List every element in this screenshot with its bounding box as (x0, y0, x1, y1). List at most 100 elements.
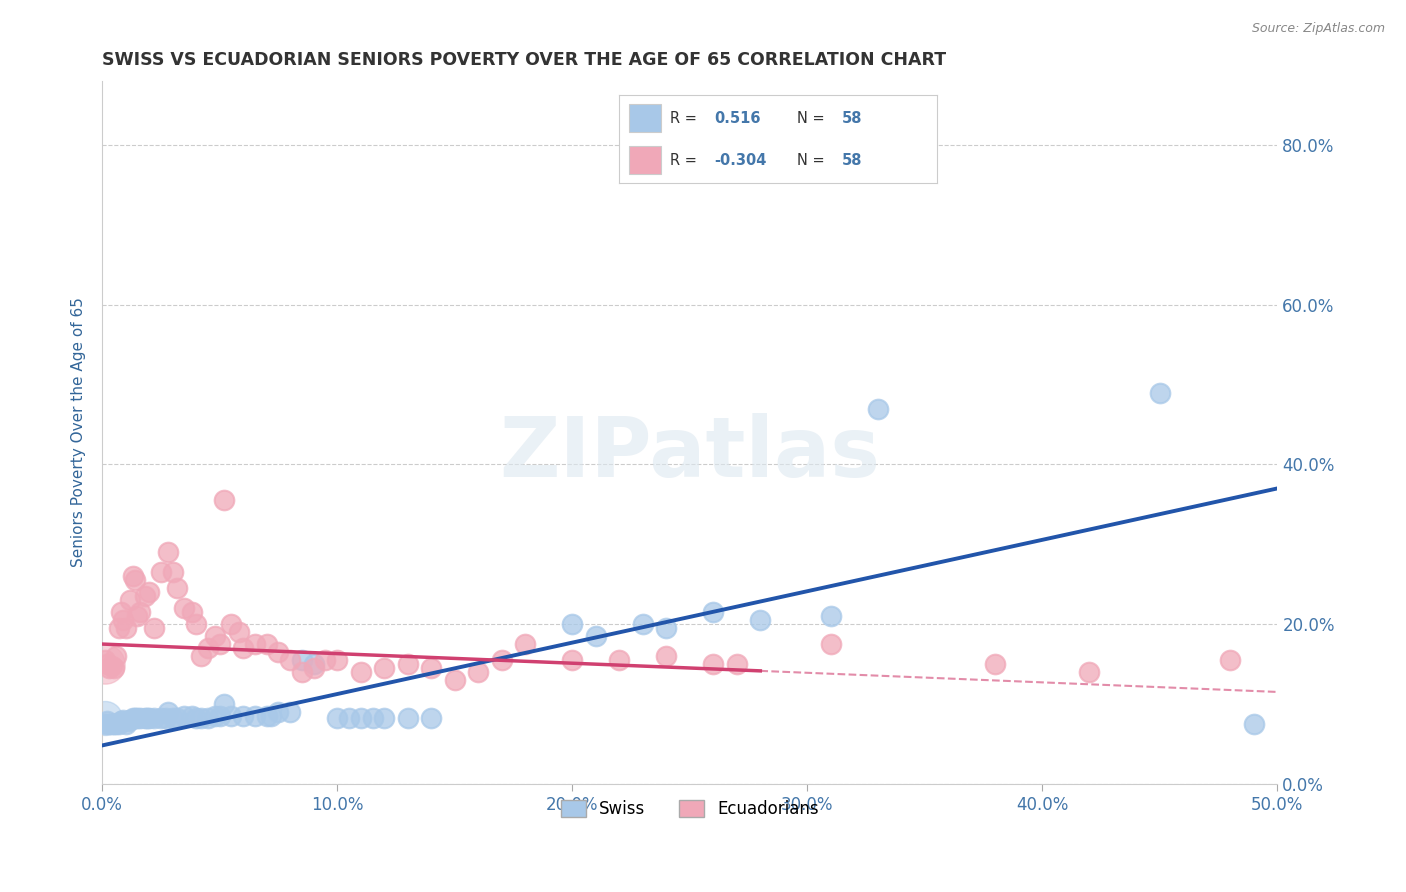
Point (1078, 665, 1101, 679)
Point (420, 711, 443, 725)
Point (208, 637, 231, 651)
Point (315, 653, 337, 667)
Point (121, 569, 143, 583)
Point (93, 717, 115, 731)
Point (221, 617, 243, 632)
Point (228, 625, 250, 640)
Point (443, 673, 465, 687)
Point (157, 705, 180, 719)
Text: ZIPatlas: ZIPatlas (499, 413, 880, 494)
Point (820, 637, 842, 651)
Point (337, 711, 360, 725)
Point (204, 709, 226, 723)
Point (1243, 717, 1265, 731)
Point (267, 705, 290, 719)
Point (866, 401, 889, 416)
Point (326, 653, 349, 667)
Point (105, 717, 128, 731)
Point (396, 711, 419, 725)
Point (138, 585, 160, 599)
Point (110, 714, 132, 729)
Point (162, 711, 184, 725)
Point (702, 657, 724, 671)
Point (267, 645, 290, 659)
Point (820, 609, 842, 624)
Point (162, 566, 184, 580)
Point (204, 629, 226, 643)
Point (655, 621, 678, 635)
Point (93, 653, 115, 667)
Point (561, 617, 583, 632)
Point (103, 717, 125, 731)
Point (149, 566, 172, 580)
Point (110, 605, 132, 619)
Point (155, 711, 177, 725)
Point (256, 637, 278, 651)
Point (607, 653, 630, 667)
Point (186, 617, 208, 632)
Point (124, 573, 146, 587)
Point (124, 711, 146, 725)
Point (190, 648, 212, 663)
Point (166, 711, 188, 725)
Point (221, 709, 243, 723)
Point (134, 711, 156, 725)
Point (350, 711, 373, 725)
Point (120, 593, 142, 607)
Point (114, 717, 136, 731)
Point (725, 657, 748, 671)
Point (107, 717, 129, 731)
Point (467, 665, 489, 679)
Point (749, 613, 772, 627)
Point (373, 711, 395, 725)
Y-axis label: Seniors Poverty Over the Age of 65: Seniors Poverty Over the Age of 65 (72, 298, 86, 567)
Point (134, 589, 156, 603)
Legend: Swiss, Ecuadorians: Swiss, Ecuadorians (554, 793, 825, 824)
Point (105, 648, 128, 663)
Text: SWISS VS ECUADORIAN SENIORS POVERTY OVER THE AGE OF 65 CORRELATION CHART: SWISS VS ECUADORIAN SENIORS POVERTY OVER… (103, 51, 946, 69)
Point (491, 653, 513, 667)
Point (149, 711, 172, 725)
Point (197, 711, 219, 725)
Point (138, 711, 160, 725)
Point (190, 711, 212, 725)
Point (208, 709, 231, 723)
Point (121, 711, 143, 725)
Point (984, 657, 1007, 671)
Point (631, 617, 654, 632)
Point (112, 613, 135, 627)
Point (142, 621, 165, 635)
Point (107, 621, 129, 635)
Point (114, 621, 136, 635)
Point (214, 697, 236, 711)
Point (1149, 385, 1171, 400)
Point (166, 581, 188, 595)
Point (93, 711, 115, 725)
Point (278, 653, 301, 667)
Point (135, 711, 157, 725)
Point (585, 629, 607, 643)
Point (420, 661, 443, 675)
Point (96, 657, 118, 671)
Point (127, 609, 149, 624)
Point (702, 605, 724, 619)
Point (361, 711, 384, 725)
Point (103, 661, 125, 675)
Point (96, 714, 118, 729)
Point (396, 657, 419, 671)
Point (302, 661, 325, 675)
Point (142, 711, 165, 725)
Point (515, 637, 537, 651)
Point (128, 605, 150, 619)
Point (291, 665, 314, 679)
Point (98, 717, 121, 731)
Point (186, 711, 208, 725)
Point (180, 709, 202, 723)
Point (157, 545, 180, 559)
Point (302, 657, 325, 671)
Point (291, 653, 314, 667)
Point (197, 641, 219, 656)
Point (373, 661, 395, 675)
Point (93, 657, 115, 671)
Point (112, 713, 135, 727)
